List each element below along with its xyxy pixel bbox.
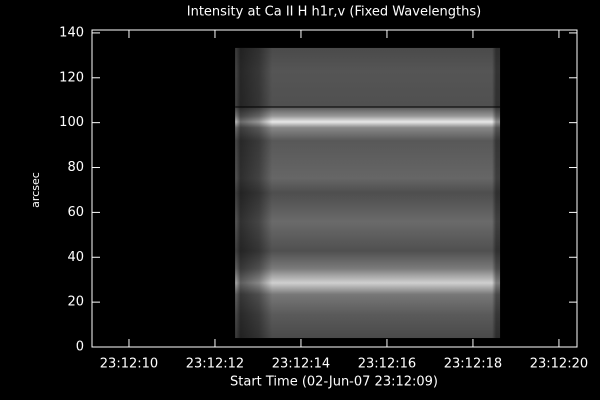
y-tick-label: 140 <box>59 25 84 40</box>
plot-frame <box>91 29 578 348</box>
y-tick-label: 120 <box>59 70 84 85</box>
x-tick-label: 23:12:14 <box>272 357 330 372</box>
intensity-image-shade <box>235 47 501 339</box>
y-tick-label: 60 <box>67 205 84 220</box>
y-axis-label: arcsec <box>29 172 42 208</box>
x-tick-label: 23:12:18 <box>444 357 502 372</box>
x-axis-label: Start Time (02-Jun-07 23:12:09) <box>230 375 438 390</box>
y-tick-label: 100 <box>59 115 84 130</box>
x-tick-label: 23:12:16 <box>358 357 416 372</box>
y-tick-label: 40 <box>67 250 84 265</box>
x-tick-label: 23:12:12 <box>186 357 244 372</box>
y-tick-label: 80 <box>67 160 84 175</box>
x-tick-label: 23:12:10 <box>100 357 158 372</box>
y-tick-label: 0 <box>76 340 84 355</box>
x-tick-label: 23:12:20 <box>530 357 588 372</box>
y-tick-label: 20 <box>67 295 84 310</box>
chart-title: Intensity at Ca II H h1r,v (Fixed Wavele… <box>187 5 481 20</box>
